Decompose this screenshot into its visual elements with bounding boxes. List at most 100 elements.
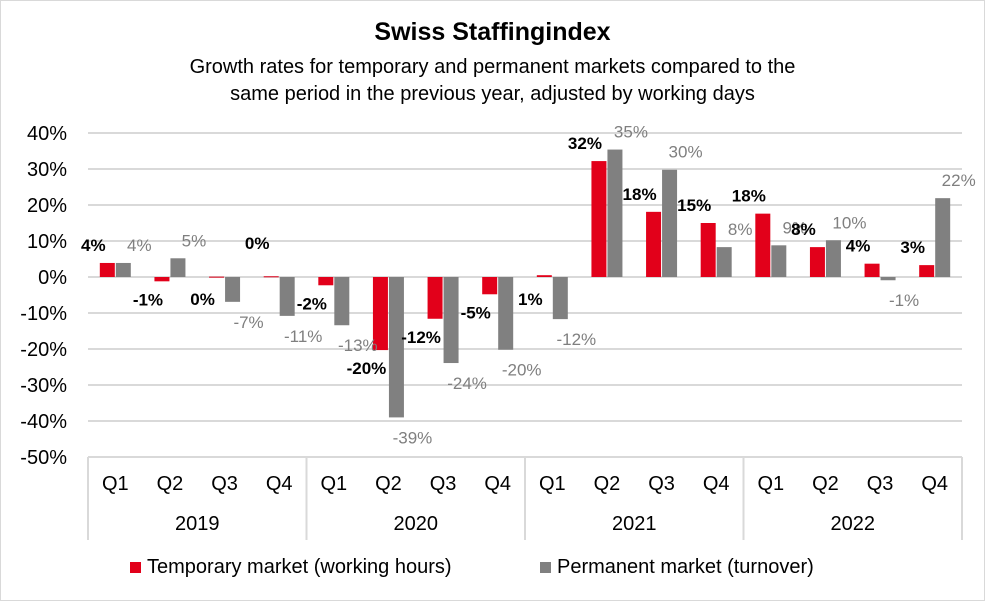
x-group-label: 2019	[175, 513, 220, 535]
bars	[99, 149, 951, 418]
legend-item-temporary[interactable]: Temporary market (working hours)	[130, 556, 452, 579]
bar-temporary	[263, 276, 279, 278]
data-label-temporary: 4%	[846, 237, 871, 256]
x-tick-label: Q3	[430, 473, 457, 495]
x-tick-label: Q1	[757, 473, 784, 495]
x-tick-label: Q2	[812, 473, 839, 495]
bar-temporary	[154, 277, 170, 282]
data-label-temporary: -2%	[297, 294, 327, 313]
legend-label-permanent: Permanent market (turnover)	[557, 556, 814, 578]
data-label-permanent: 35%	[614, 123, 648, 142]
x-tick-label: Q1	[102, 473, 129, 495]
bar-temporary	[700, 223, 716, 277]
gridlines	[88, 132, 962, 422]
y-tick-label: 0%	[38, 267, 67, 289]
bar-temporary	[209, 276, 225, 278]
data-label-temporary: 8%	[791, 220, 816, 239]
data-label-permanent: -1%	[889, 291, 919, 310]
x-tick-label: Q4	[921, 473, 948, 495]
bar-permanent	[443, 277, 459, 364]
y-axis: 40% 30% 20% 10% 0% -10% -20% -30% -40% -50%	[20, 123, 67, 469]
bar-temporary	[755, 213, 771, 277]
legend-label-temporary: Temporary market (working hours)	[147, 556, 452, 578]
data-label-temporary: 0%	[190, 290, 215, 309]
y-tick-label: 30%	[27, 159, 67, 181]
bar-permanent	[170, 258, 186, 277]
data-label-permanent: 9%	[783, 218, 808, 237]
bar-temporary	[919, 265, 935, 277]
data-label-permanent: -11%	[284, 327, 322, 346]
bar-permanent	[662, 169, 678, 277]
x-tick-label: Q2	[594, 473, 621, 495]
bar-temporary	[536, 275, 552, 277]
data-label-permanent: 5%	[182, 231, 207, 250]
x-group-label: 2021	[612, 513, 657, 535]
x-tick-label: Q3	[211, 473, 238, 495]
x-tick-label: Q3	[648, 473, 675, 495]
x-tick-label: Q1	[320, 473, 347, 495]
bar-permanent	[716, 247, 732, 277]
bar-temporary	[864, 263, 880, 277]
bar-temporary	[372, 277, 388, 351]
bar-permanent	[388, 277, 404, 418]
y-tick-label: -30%	[20, 375, 67, 397]
data-label-permanent: -13%	[338, 336, 378, 355]
subtitle-line-2: same period in the previous year, adjust…	[230, 83, 755, 105]
bar-permanent	[115, 262, 131, 277]
data-label-temporary: -12%	[401, 328, 441, 347]
data-label-temporary: 0%	[245, 234, 270, 253]
y-tick-label: -40%	[20, 411, 67, 433]
bar-permanent	[334, 277, 350, 326]
data-label-permanent: 10%	[832, 213, 866, 232]
y-tick-label: -10%	[20, 303, 67, 325]
data-label-permanent: -24%	[447, 374, 487, 393]
y-tick-label: 10%	[27, 231, 67, 253]
data-label-temporary: 18%	[732, 187, 766, 206]
data-label-temporary: -5%	[461, 303, 491, 322]
subtitle-line-1: Growth rates for temporary and permanent…	[189, 56, 796, 78]
bar-temporary	[646, 211, 662, 277]
bar-permanent	[771, 245, 787, 277]
y-tick-label: 40%	[27, 123, 67, 145]
data-label-temporary: 3%	[900, 238, 925, 257]
y-tick-label: 20%	[27, 195, 67, 217]
bar-permanent	[880, 277, 896, 281]
data-label-permanent: 30%	[669, 143, 703, 162]
data-label-permanent: -39%	[393, 428, 433, 447]
data-label-temporary: 18%	[623, 185, 657, 204]
x-tick-label: Q2	[375, 473, 402, 495]
chart-subtitle: Growth rates for temporary and permanent…	[0, 54, 985, 108]
x-tick-label: Q3	[867, 473, 894, 495]
data-labels: 4% 4%-1%5%0%-7%0%-11%-2%-13%-20%-39%-12%-…	[81, 123, 976, 448]
bar-permanent	[225, 277, 241, 302]
chart-title: Swiss Staffingindex	[374, 18, 611, 46]
data-label-permanent: 22%	[942, 171, 976, 190]
data-label-temporary: 15%	[677, 196, 711, 215]
data-label-temporary: 32%	[568, 134, 602, 153]
bar-temporary	[591, 161, 607, 277]
bar-permanent	[607, 149, 623, 277]
legend-swatch-permanent	[540, 562, 551, 573]
bar-temporary	[809, 247, 825, 277]
data-label-temporary: 4%	[81, 236, 106, 255]
data-label-temporary: -1%	[133, 290, 163, 309]
bar-temporary	[427, 277, 443, 319]
bar-temporary	[482, 277, 498, 295]
data-label-permanent: -7%	[233, 313, 263, 332]
x-tick-label: Q1	[539, 473, 566, 495]
legend-item-permanent[interactable]: Permanent market (turnover)	[540, 556, 814, 579]
bar-temporary	[318, 277, 334, 286]
x-tick-label: Q4	[703, 473, 730, 495]
x-tick-label: Q4	[484, 473, 511, 495]
legend-swatch-temporary	[130, 562, 141, 573]
bar-permanent	[498, 277, 514, 350]
data-label-permanent: -20%	[502, 361, 542, 380]
y-tick-label: -50%	[20, 447, 67, 469]
bar-permanent	[825, 240, 841, 277]
x-group-label: 2022	[831, 513, 876, 535]
data-label-permanent: -12%	[556, 330, 596, 349]
x-axis: Q1 Q2 Q3 Q4 Q1 Q2 Q3 Q4 Q1 Q2 Q3 Q4 Q1 Q2 Q3 Q4 2019 2020…	[87, 456, 963, 540]
data-label-temporary: -20%	[347, 359, 387, 378]
